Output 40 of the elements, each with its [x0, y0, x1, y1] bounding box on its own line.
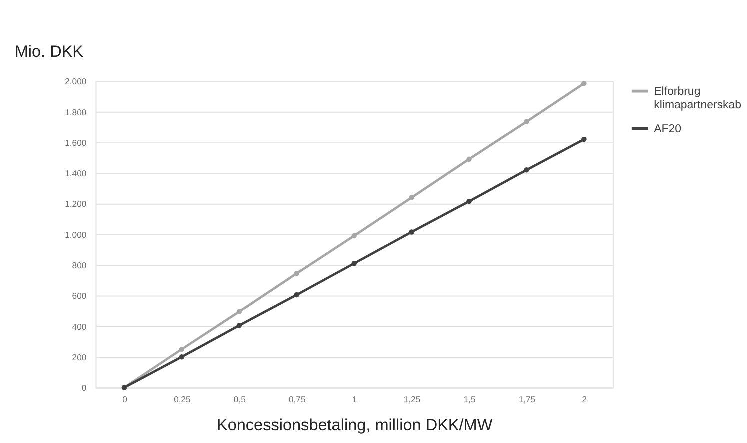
x-tick-label: 0,25: [174, 394, 192, 405]
point: [524, 119, 530, 125]
y-tick-label: 0: [82, 383, 87, 394]
y-tick-label: 1.000: [65, 230, 87, 240]
legend-label: AF20: [654, 124, 682, 136]
point: [352, 233, 357, 239]
y-tick-label: 600: [72, 291, 87, 302]
point: [179, 354, 185, 360]
y-tick-label: 1.400: [65, 168, 87, 179]
point: [236, 309, 242, 315]
x-tick-label: 0: [122, 394, 128, 405]
y-tick-label: 2.000: [65, 76, 87, 87]
x-tick-label: 2: [582, 394, 588, 405]
point: [466, 156, 472, 162]
point: [294, 270, 300, 276]
point: [236, 323, 242, 328]
y-tick-label: 400: [72, 322, 87, 332]
point: [409, 230, 414, 235]
point: [409, 195, 414, 200]
y-axis-title: Mio. DKK: [14, 42, 84, 61]
point: [294, 292, 300, 298]
x-tick-label: 1: [352, 394, 358, 405]
x-axis-title: Koncessionsbetaling, million DKK/MW: [216, 416, 494, 434]
legend-label: Elforbrug klimapartnerskab: [654, 86, 742, 112]
point: [179, 346, 185, 352]
y-tick-label: 1.800: [65, 107, 87, 118]
point: [582, 136, 587, 142]
point: [466, 198, 472, 204]
x-tick-label: 1,25: [404, 394, 421, 405]
x-tick-label: 1,5: [464, 394, 476, 405]
point: [524, 168, 530, 173]
point: [582, 80, 587, 86]
x-tick-label: 0,75: [288, 394, 306, 405]
y-tick-label: 800: [72, 260, 87, 271]
y-tick-label: 1.600: [65, 138, 87, 148]
x-tick-label: 0,5: [234, 394, 246, 405]
x-tick-label: 1,75: [518, 394, 536, 405]
point: [352, 261, 357, 266]
y-tick-label: 1.200: [65, 199, 87, 210]
y-tick-label: 200: [72, 352, 87, 362]
